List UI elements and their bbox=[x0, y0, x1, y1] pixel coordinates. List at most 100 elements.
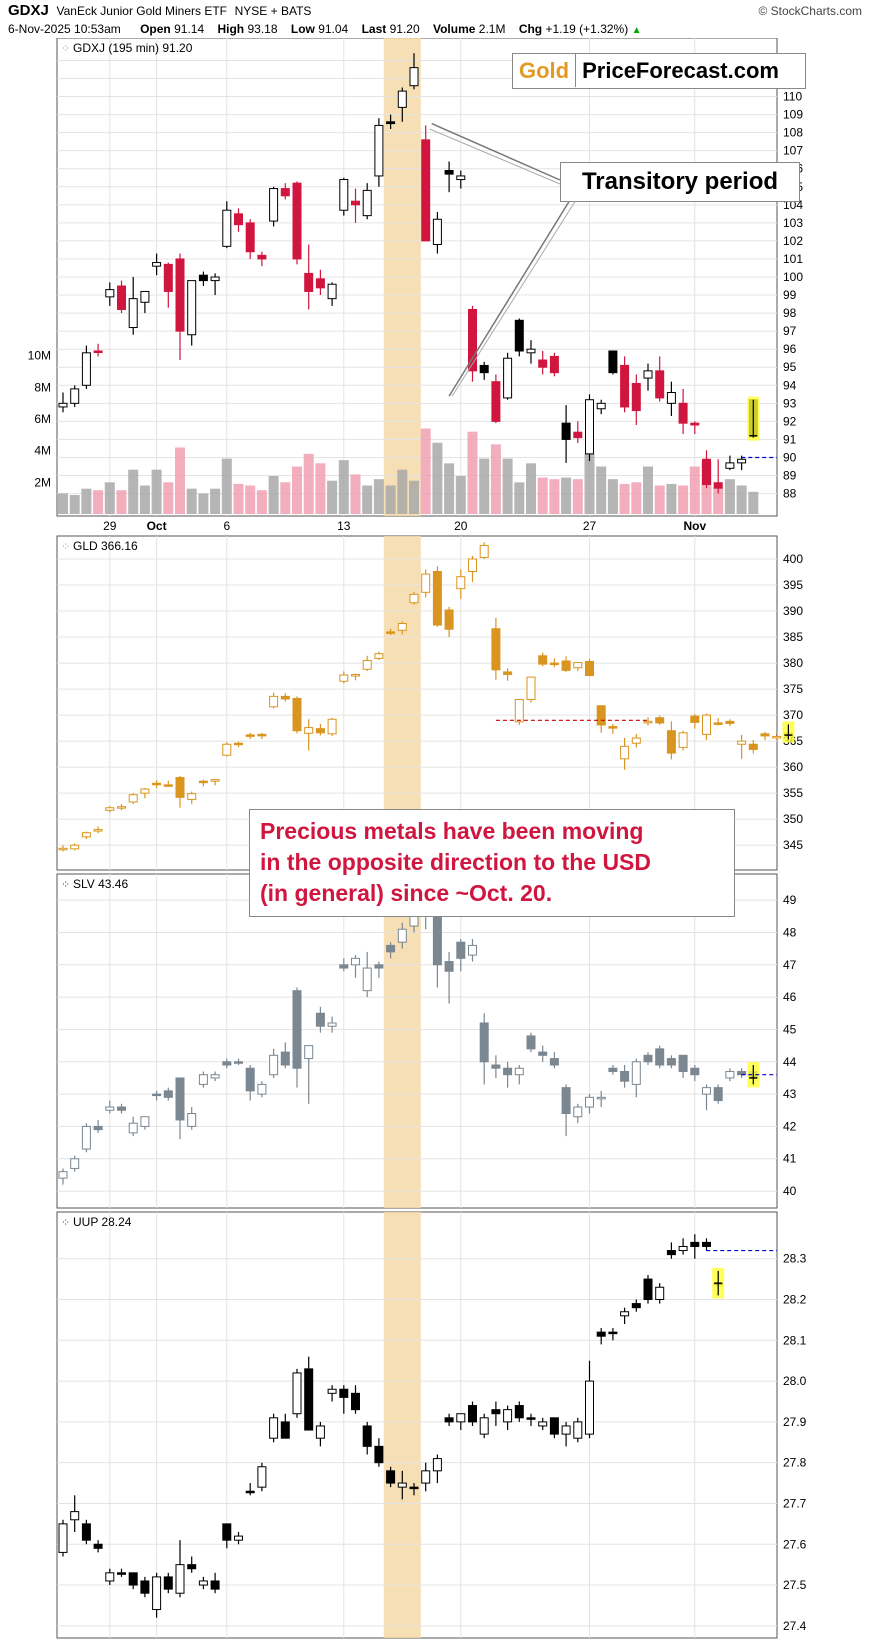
candle-body bbox=[187, 280, 197, 336]
candle-body bbox=[58, 1523, 68, 1553]
candle-body bbox=[187, 1112, 197, 1127]
candle-body bbox=[514, 1405, 524, 1419]
x-tick-label: 20 bbox=[454, 519, 468, 533]
x-tick-label: 27 bbox=[583, 1641, 597, 1643]
candle-body bbox=[140, 1116, 150, 1127]
ticker-symbol: GDXJ bbox=[8, 2, 49, 19]
candle-body bbox=[163, 1576, 173, 1590]
candle-body bbox=[93, 1543, 103, 1549]
y-tick-label: 107 bbox=[783, 144, 803, 158]
candle-body bbox=[58, 402, 68, 408]
candle-body bbox=[549, 355, 559, 374]
x-tick-label: 6 bbox=[223, 519, 230, 533]
candle-body bbox=[491, 628, 501, 671]
candle-body bbox=[280, 188, 290, 197]
x-tick-label: 20 bbox=[454, 1641, 468, 1643]
candle-body bbox=[351, 1392, 360, 1411]
candle-body bbox=[128, 1122, 138, 1134]
candle-body bbox=[491, 1064, 501, 1069]
fund-name: VanEck Junior Gold Miners ETF bbox=[56, 4, 227, 18]
volume-bar bbox=[631, 482, 642, 514]
candle-body bbox=[292, 182, 302, 260]
candle-body bbox=[163, 784, 173, 787]
volume-bar bbox=[280, 482, 291, 514]
candle-body bbox=[175, 1564, 185, 1594]
volume-value: 2.1M bbox=[478, 22, 506, 36]
candle-body bbox=[117, 806, 126, 809]
x-tick-label: 6 bbox=[223, 1641, 230, 1643]
candle-body bbox=[81, 1125, 91, 1150]
volume-bar bbox=[713, 487, 724, 514]
x-tick-label: Oct bbox=[147, 519, 167, 533]
candle-body bbox=[397, 928, 407, 943]
candle-body bbox=[608, 726, 618, 729]
y-tick-label: 345 bbox=[783, 838, 803, 852]
candle-body bbox=[234, 1535, 243, 1541]
candle-body bbox=[269, 1054, 279, 1076]
candle-body bbox=[725, 462, 735, 469]
candle-body bbox=[58, 1171, 68, 1179]
y-tick-label: 44 bbox=[783, 1055, 797, 1069]
candle-body bbox=[772, 735, 782, 739]
candle-body bbox=[163, 263, 173, 292]
candle-body bbox=[666, 1058, 676, 1066]
y-tick-label: 400 bbox=[783, 552, 803, 566]
candle-body bbox=[315, 1012, 325, 1027]
candle-body bbox=[666, 1250, 676, 1256]
candle-body bbox=[666, 730, 676, 754]
candle-body bbox=[456, 941, 466, 959]
volume-bar bbox=[514, 482, 525, 514]
candle-body bbox=[690, 1241, 700, 1247]
transitory-pointer-upper bbox=[431, 122, 561, 181]
candle-body bbox=[538, 1421, 548, 1427]
y-tick-label: 100 bbox=[783, 270, 803, 284]
candle-body bbox=[573, 431, 583, 439]
series-title: GDXJ (195 min) 91.20 bbox=[73, 41, 193, 55]
candle-body bbox=[339, 674, 349, 682]
candle-body bbox=[713, 722, 723, 725]
candle-body bbox=[655, 1048, 665, 1066]
y-tick-label: 48 bbox=[783, 925, 797, 939]
candle-body bbox=[631, 737, 641, 744]
y-tick-label: 28.1 bbox=[783, 1333, 807, 1347]
candle-body bbox=[655, 370, 665, 399]
series-icon: ⁘ bbox=[61, 879, 70, 891]
candle-body bbox=[702, 1241, 711, 1247]
candle-body bbox=[479, 1022, 489, 1063]
volume-bar bbox=[163, 482, 174, 514]
y-tick-label: 45 bbox=[783, 1022, 797, 1036]
high-value: 93.18 bbox=[247, 22, 278, 36]
candle-body bbox=[421, 573, 431, 593]
last-value: 91.20 bbox=[389, 22, 420, 36]
volume-bar bbox=[186, 488, 197, 514]
volume-bar bbox=[128, 469, 139, 514]
candle-body bbox=[257, 1083, 267, 1095]
candle-body bbox=[561, 1087, 571, 1114]
candle-body bbox=[315, 728, 325, 734]
candle-body bbox=[234, 213, 243, 226]
volume-bar bbox=[479, 458, 490, 514]
candle-body bbox=[725, 720, 735, 724]
candle-body bbox=[210, 276, 220, 282]
x-tick-label: 29 bbox=[103, 519, 117, 533]
candle-body bbox=[503, 1409, 513, 1423]
candle-body bbox=[468, 944, 477, 956]
last-label: Last bbox=[361, 22, 387, 36]
candle-body bbox=[374, 653, 384, 659]
candle-body bbox=[269, 695, 279, 708]
candle-body bbox=[140, 1580, 150, 1594]
volume-bar bbox=[537, 477, 548, 514]
y-tick-label: 90 bbox=[783, 450, 797, 464]
candle-body bbox=[152, 782, 162, 786]
candle-body bbox=[222, 209, 232, 247]
volume-bar bbox=[221, 458, 232, 514]
candle-body bbox=[362, 659, 372, 670]
candle-body bbox=[152, 262, 162, 267]
candle-body bbox=[374, 964, 384, 969]
candle-body bbox=[444, 170, 454, 175]
candle-body bbox=[468, 308, 477, 372]
candle-body bbox=[339, 1388, 349, 1398]
series-title: GLD 366.16 bbox=[73, 539, 138, 553]
candle-body bbox=[561, 1425, 571, 1435]
volume-bar bbox=[139, 485, 150, 514]
